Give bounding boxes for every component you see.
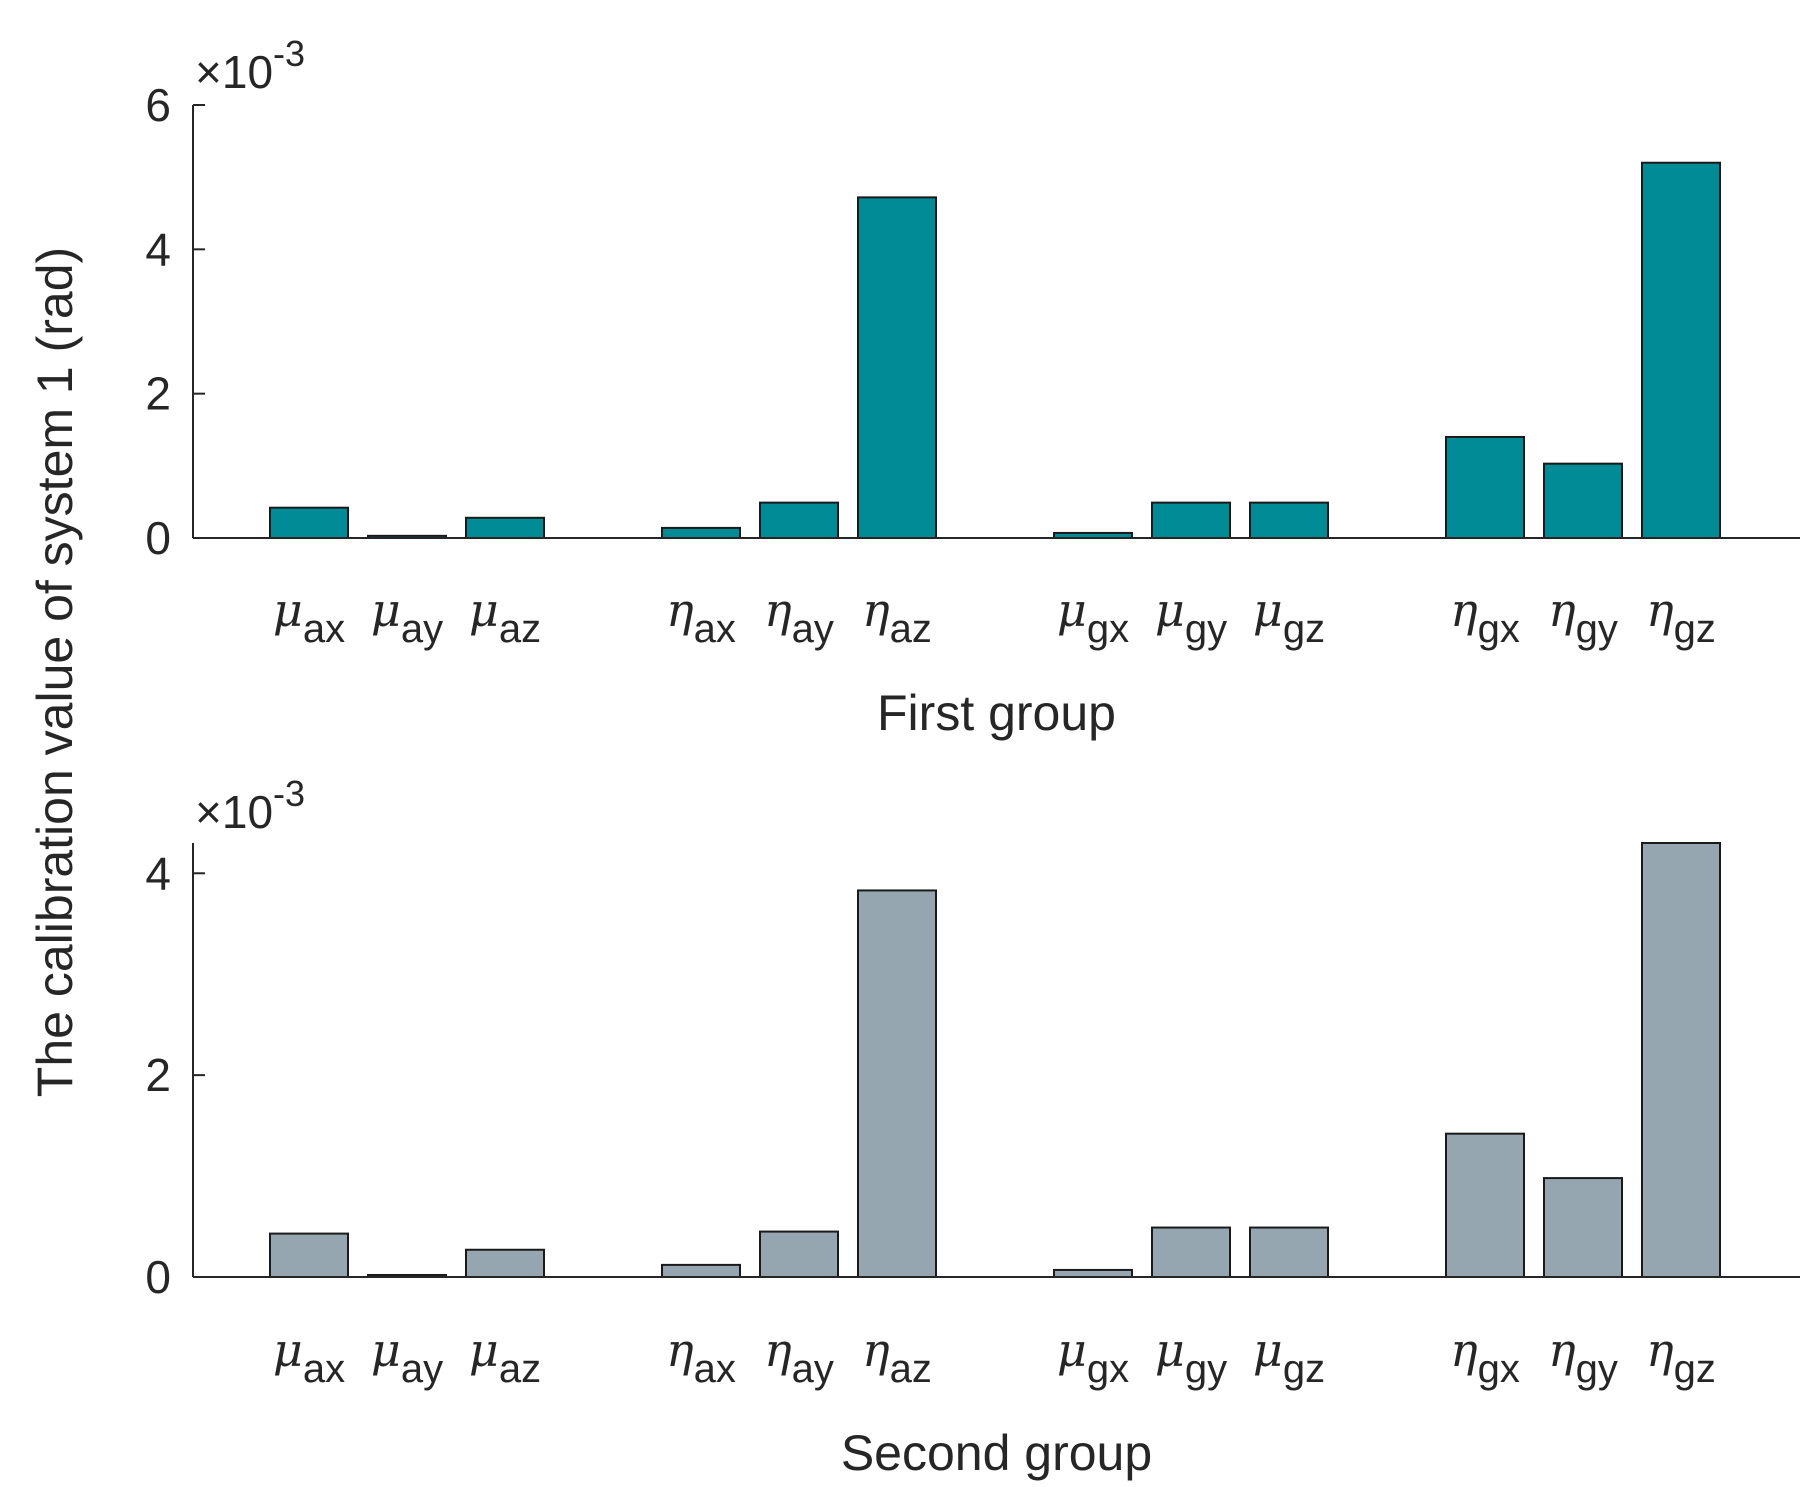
x-tick-label: ηgx [1450, 1323, 1520, 1391]
x-tick-label: μay [371, 583, 443, 651]
x-tick-label: ηaz [862, 583, 932, 651]
x-tick-label: ηgz [1646, 1323, 1716, 1391]
y-tick-label: 2 [145, 368, 171, 420]
bar-η_gy [1543, 462, 1623, 539]
y-tick-label: 0 [145, 512, 171, 564]
x-tick-label: ηaz [862, 1323, 932, 1391]
bar-μ_gx [1053, 1268, 1133, 1279]
x-tick-label: μgz [1253, 583, 1325, 651]
x-tick-label: ηay [764, 583, 834, 651]
x-tick-label: ηay [764, 1323, 834, 1391]
bar-η_ay [759, 501, 839, 540]
bar-η_ay [759, 1230, 839, 1279]
bar-μ_gz [1249, 1226, 1329, 1279]
y-tick-label: 2 [145, 1049, 171, 1101]
bar-μ_gy [1151, 501, 1231, 540]
x-tick-label: μaz [469, 583, 541, 651]
y-tick-label: 0 [145, 1251, 171, 1303]
x-tick-label: μaz [469, 1323, 541, 1391]
bar-μ_ax [269, 506, 349, 540]
y-axis-label: The calibration value of system 1 (rad) [27, 247, 83, 1097]
bar-η_gz [1641, 842, 1721, 1278]
bar-η_az [857, 889, 937, 1278]
x-tick-label: μgx [1057, 1323, 1129, 1391]
x-tick-label: ηgz [1646, 583, 1716, 651]
bar-μ_az [465, 1248, 545, 1278]
x-tick-label: ηax [666, 583, 736, 651]
x-axis-label: Second group [841, 1425, 1152, 1481]
bar-η_gz [1641, 161, 1721, 539]
x-tick-label: μgy [1155, 1323, 1227, 1391]
bar-η_az [857, 196, 937, 540]
bar-η_gy [1543, 1177, 1623, 1279]
bar-μ_gy [1151, 1226, 1231, 1279]
x-tick-label: μgy [1155, 583, 1227, 651]
bar-η_ax [661, 526, 741, 540]
x-tick-label: ηgy [1548, 1323, 1618, 1391]
x-tick-label: ηax [666, 1323, 736, 1391]
bar-μ_gz [1249, 501, 1329, 540]
bar-η_ax [661, 1263, 741, 1279]
x-tick-label: μay [371, 1323, 443, 1391]
y-tick-label: 4 [145, 847, 171, 899]
x-tick-label: μax [273, 583, 345, 651]
y-tick-label: 4 [145, 223, 171, 275]
bar-μ_ax [269, 1232, 349, 1278]
bar-η_gx [1445, 435, 1525, 540]
bar-μ_az [465, 516, 545, 540]
x-tick-label: ηgy [1548, 583, 1618, 651]
x-tick-label: μax [273, 1323, 345, 1391]
x-tick-label: μgz [1253, 1323, 1325, 1391]
x-tick-label: ηgx [1450, 583, 1520, 651]
x-tick-label: μgx [1057, 583, 1129, 651]
y-tick-label: 6 [145, 79, 171, 131]
y-scale-multiplier: ×10-3 [195, 33, 305, 98]
bar-η_gx [1445, 1132, 1525, 1278]
y-scale-multiplier: ×10-3 [195, 773, 305, 838]
x-axis-label: First group [877, 685, 1116, 741]
